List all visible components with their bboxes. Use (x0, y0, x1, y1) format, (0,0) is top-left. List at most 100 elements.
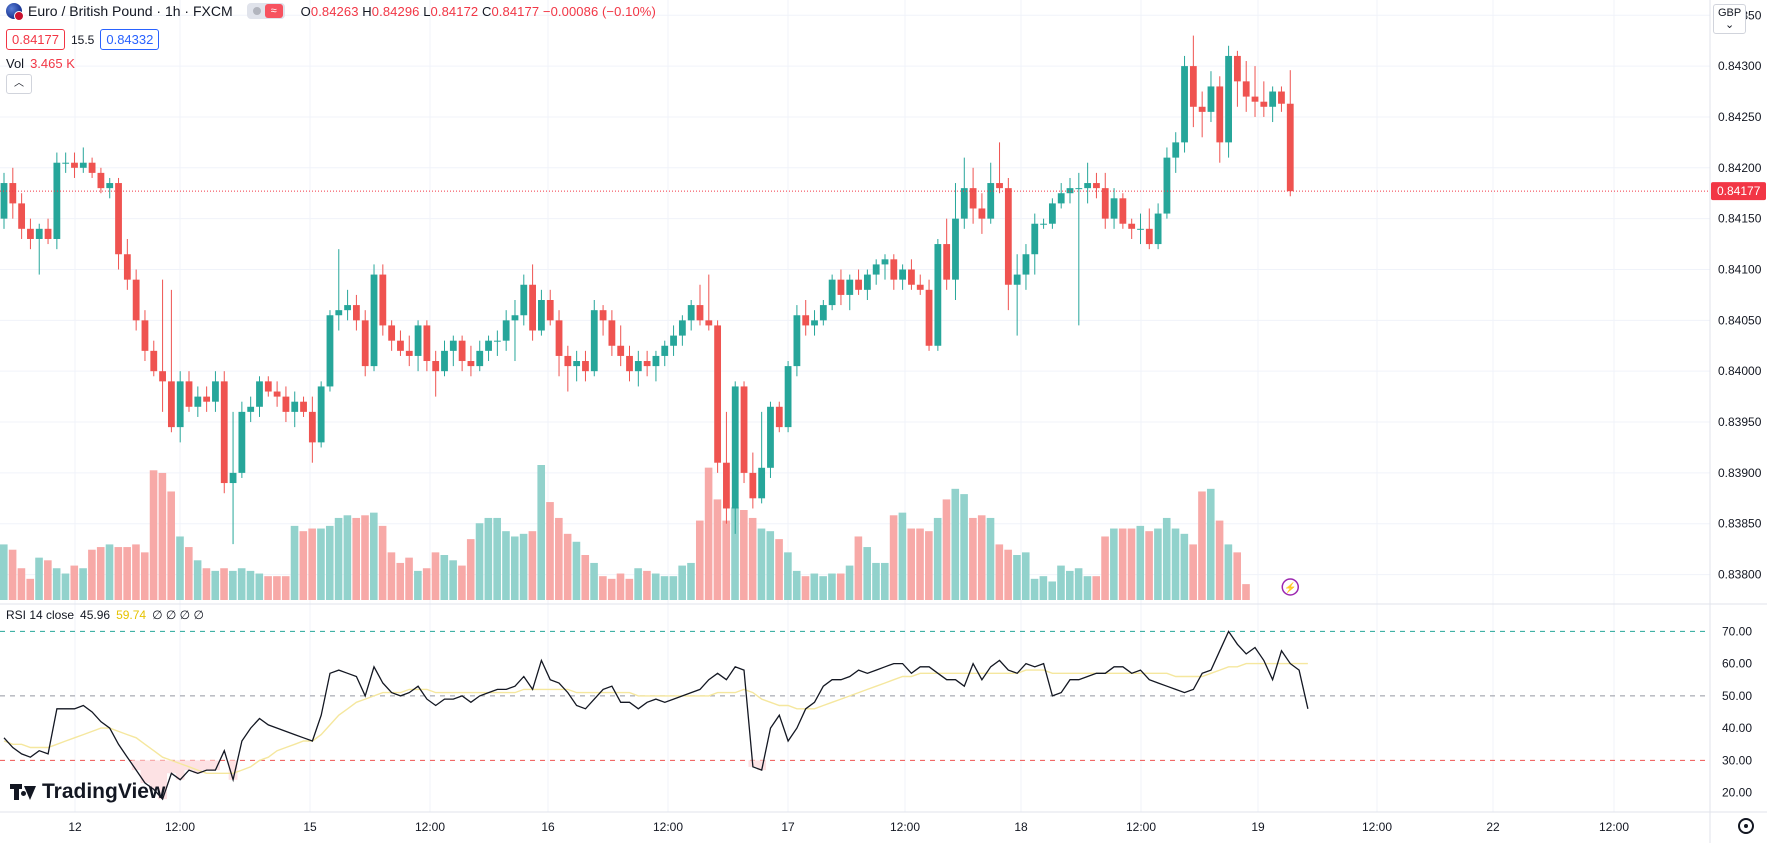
volume-bars (0, 465, 1250, 600)
tradingview-logo[interactable]: TradingView (10, 780, 165, 804)
last-price-label: 0.84177 (1717, 184, 1761, 198)
candle-body (344, 305, 351, 311)
lightning-icon[interactable] (1281, 578, 1300, 596)
open-value: 0.84263 (310, 3, 359, 19)
volume-bar (1224, 544, 1233, 600)
currency-label: GBP (1718, 7, 1742, 19)
candle-body (855, 279, 862, 290)
volume-bar (273, 576, 281, 600)
candle-body (9, 183, 17, 204)
volume-bar (792, 570, 801, 600)
currency-selector[interactable]: GBP ⌄ (1713, 4, 1747, 34)
volume-bar (872, 562, 880, 600)
time-tick-label: 22 (1486, 820, 1500, 834)
volume-bar (704, 467, 713, 600)
volume-bar (537, 465, 546, 600)
candle-body (819, 305, 827, 321)
candle-body (247, 406, 255, 412)
candle-body (229, 472, 237, 484)
volume-bar (687, 562, 695, 600)
candle-body (1101, 188, 1109, 219)
chevron-down-icon: ⌄ (1725, 19, 1735, 31)
rsi-ma-value: 59.74 (116, 608, 147, 622)
candle-body (159, 371, 166, 382)
volume-legend: Vol 3.465 K (6, 56, 75, 71)
volume-bar (1004, 549, 1012, 600)
chart-type-toggle[interactable]: ≈ (246, 3, 285, 19)
volume-bar (35, 557, 43, 600)
candle-body (185, 381, 193, 407)
candle-body (775, 406, 783, 428)
volume-bar (405, 557, 413, 600)
time-tick-label: 12:00 (1362, 820, 1392, 834)
rsi-label[interactable]: RSI 14 close (6, 608, 75, 622)
time-tick-label: 12:00 (1599, 820, 1629, 834)
candle-body (846, 279, 854, 295)
eur-gbp-flag-icon (6, 3, 24, 21)
candle-body (793, 315, 801, 367)
volume-bar (881, 562, 889, 600)
volume-bar (925, 531, 933, 600)
volume-bar (211, 570, 220, 600)
buy-price-button[interactable]: 0.84332 (100, 29, 160, 50)
candle-body (881, 259, 889, 265)
volume-bar (17, 568, 26, 600)
candle-body (582, 361, 589, 372)
volume-bar (105, 544, 114, 600)
volume-bar (26, 578, 35, 600)
candle-body (555, 320, 563, 356)
candle-body (811, 320, 818, 326)
volume-bar (458, 565, 466, 600)
candle-body (1225, 55, 1232, 143)
volume-bar (555, 517, 563, 600)
candle-body (740, 386, 748, 473)
candle-body (1189, 66, 1197, 107)
price-tick-label: 0.84100 (1718, 262, 1762, 276)
volume-label[interactable]: Vol (6, 56, 25, 71)
low-value: 0.84172 (430, 3, 479, 19)
candle-body (79, 162, 87, 168)
sell-price-button[interactable]: 0.84177 (6, 29, 65, 50)
candle-body (643, 361, 651, 367)
volume-bar (202, 568, 211, 600)
volume-bar (114, 547, 123, 600)
volume-bar (140, 552, 149, 600)
volume-bar (995, 544, 1004, 600)
candle-body (1128, 223, 1136, 229)
volume-bar (237, 568, 246, 600)
volume-bar (0, 544, 8, 600)
candle-body (1057, 193, 1065, 204)
candle-body (449, 340, 457, 351)
volume-bar (378, 525, 387, 600)
candle-body (908, 269, 915, 285)
candle-body (194, 396, 202, 407)
rsi-legend: RSI 14 close 45.96 59.74 ∅ ∅ ∅ ∅ (6, 608, 204, 622)
volume-bar (1189, 544, 1197, 600)
candle-body (872, 264, 880, 275)
volume-bar (819, 576, 827, 600)
tradingview-logo-text: TradingView (42, 780, 166, 803)
candle-body (1145, 228, 1153, 245)
volume-bar (1013, 555, 1021, 600)
price-tick-label: 0.84150 (1718, 212, 1762, 226)
rsi-tick-label: 60.00 (1722, 657, 1752, 671)
volume-bar (854, 536, 863, 600)
settings-icon[interactable] (1738, 818, 1754, 834)
symbol-title[interactable]: Euro / British Pound · 1h · FXCM (28, 3, 233, 19)
candle-body (27, 228, 34, 239)
volume-bar (1171, 528, 1180, 600)
candle-body (1207, 86, 1215, 112)
candle-body (35, 228, 43, 239)
volume-bar (502, 531, 510, 600)
collapse-legend-button[interactable]: ︿ (6, 74, 32, 94)
candle-body (291, 401, 299, 412)
volume-bar (1136, 525, 1145, 600)
candle-body (458, 340, 466, 362)
volume-bar (634, 568, 642, 600)
candle-body (564, 355, 572, 367)
candle-body (1172, 142, 1180, 158)
candle-body (150, 350, 158, 372)
candle-body (167, 381, 175, 428)
